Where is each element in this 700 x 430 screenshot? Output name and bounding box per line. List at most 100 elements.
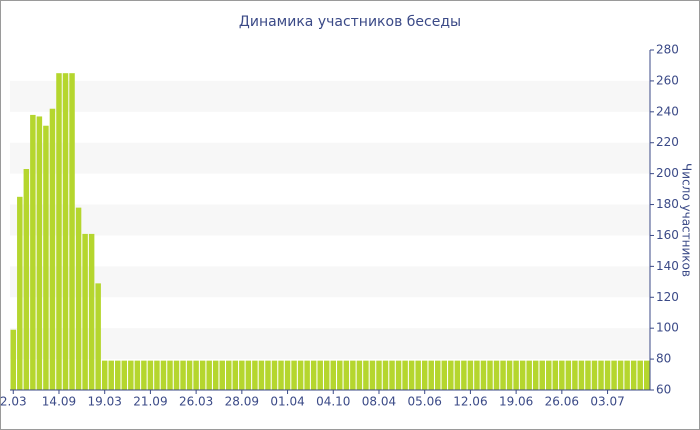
- bar: [271, 360, 278, 390]
- bar: [17, 196, 23, 390]
- bar: [428, 360, 434, 390]
- chart-title: Динамика участников беседы: [239, 14, 461, 30]
- x-tick-label: 28.09: [225, 395, 259, 409]
- bar: [539, 360, 545, 390]
- y-tick-label: 280: [656, 43, 679, 57]
- bar: [552, 360, 559, 390]
- bar: [219, 360, 225, 390]
- y-tick-label: 260: [656, 73, 679, 87]
- bar: [323, 360, 330, 390]
- bar: [421, 360, 428, 390]
- bar: [180, 360, 186, 390]
- bar: [56, 73, 62, 390]
- bar: [572, 360, 578, 390]
- bar: [121, 360, 128, 390]
- y-tick-label: 200: [656, 166, 679, 180]
- y-tick-label: 100: [656, 321, 679, 335]
- bar: [232, 360, 239, 390]
- bar: [454, 360, 461, 390]
- bar: [10, 329, 17, 390]
- bar: [212, 360, 219, 390]
- y-tick-label: 60: [656, 383, 671, 397]
- y-tick-label: 180: [656, 197, 679, 211]
- bar: [284, 360, 291, 390]
- grid-band: [10, 266, 650, 298]
- bar: [36, 116, 43, 391]
- bar: [435, 360, 441, 390]
- bar: [643, 360, 650, 390]
- bar: [382, 360, 389, 390]
- bar: [291, 360, 297, 390]
- bar: [69, 73, 75, 390]
- bar: [578, 360, 585, 390]
- grid-band: [10, 204, 650, 236]
- bar: [134, 360, 141, 390]
- bar: [402, 360, 408, 390]
- y-axis-label: Число участников: [680, 163, 694, 277]
- bar: [108, 360, 114, 390]
- bar: [49, 108, 56, 391]
- bar: [585, 360, 591, 390]
- bar: [101, 360, 108, 390]
- bar: [506, 360, 513, 390]
- bar: [500, 360, 506, 390]
- y-tick-label: 220: [656, 135, 679, 149]
- bar: [356, 360, 363, 390]
- bar: [363, 360, 369, 390]
- bar: [350, 360, 356, 390]
- bar: [23, 169, 30, 390]
- bar: [415, 360, 421, 390]
- x-tick-label: 05.06: [408, 395, 442, 409]
- bar: [30, 114, 36, 390]
- bar: [82, 233, 88, 390]
- y-tick-label: 80: [656, 352, 671, 366]
- bar: [147, 360, 154, 390]
- bar: [389, 360, 395, 390]
- bar: [252, 360, 258, 390]
- bar: [480, 360, 487, 390]
- bar: [199, 360, 206, 390]
- bar: [193, 360, 199, 390]
- bar: [493, 360, 500, 390]
- y-tick-label: 160: [656, 228, 679, 242]
- bar: [167, 360, 173, 390]
- bar: [330, 360, 337, 390]
- bar: [206, 360, 212, 390]
- bar: [526, 360, 532, 390]
- bar: [239, 360, 245, 390]
- bar: [604, 360, 611, 390]
- bar: [160, 360, 167, 390]
- x-tick-label: 19.03: [88, 395, 122, 409]
- bar: [519, 360, 526, 390]
- x-tick-label: 21.09: [133, 395, 167, 409]
- x-tick-label: 26.06: [545, 395, 579, 409]
- bar: [591, 360, 598, 390]
- bar: [265, 360, 271, 390]
- bar: [559, 360, 565, 390]
- bar: [88, 233, 95, 390]
- x-tick-label: 14.09: [42, 395, 76, 409]
- bar: [624, 360, 630, 390]
- bar: [95, 283, 101, 390]
- bar: [62, 73, 69, 390]
- bar: [395, 360, 402, 390]
- bar: [128, 360, 134, 390]
- bar: [141, 360, 147, 390]
- bar: [369, 360, 376, 390]
- bar: [408, 360, 415, 390]
- bar: [611, 360, 617, 390]
- y-tick-label: 120: [656, 290, 679, 304]
- bar: [467, 360, 474, 390]
- bar: [461, 360, 467, 390]
- bar: [115, 360, 121, 390]
- bar: [173, 360, 180, 390]
- bar: [598, 360, 604, 390]
- bar: [376, 360, 382, 390]
- x-tick-label: 26.03: [179, 395, 213, 409]
- x-tick-label: 2.03: [0, 395, 27, 409]
- bar: [226, 360, 232, 390]
- bar: [448, 360, 454, 390]
- x-tick-label: 12.06: [453, 395, 487, 409]
